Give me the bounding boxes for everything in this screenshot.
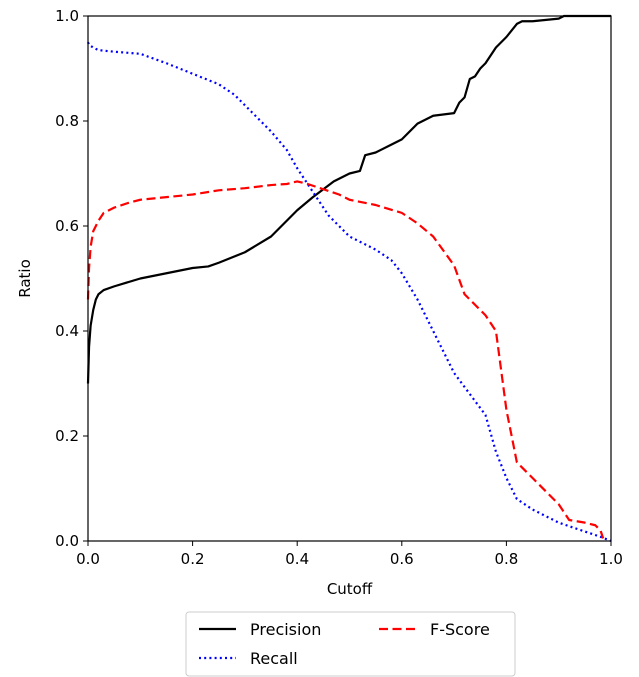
y-tick-label: 1.0	[55, 7, 79, 25]
legend-label-f-score: F-Score	[430, 620, 490, 639]
x-tick-label: 1.0	[599, 550, 623, 568]
legend: Precision Recall F-Score	[185, 611, 516, 677]
y-tick-label: 0.2	[55, 427, 79, 445]
x-axis: 0.0 0.2 0.4 0.6 0.8 1.0	[76, 541, 623, 568]
legend-frame	[185, 611, 516, 677]
y-tick-label: 0.4	[55, 322, 79, 340]
x-tick-label: 0.6	[390, 550, 414, 568]
x-tick-label: 0.0	[76, 550, 100, 568]
x-tick-label: 0.4	[285, 550, 309, 568]
y-tick-label: 0.0	[55, 532, 79, 550]
series-line-precision	[86, 14, 611, 384]
y-tick-label: 0.8	[55, 112, 79, 130]
series-line-recall	[86, 41, 612, 543]
series-layer	[86, 14, 612, 543]
y-tick-label: 0.6	[55, 217, 79, 235]
x-axis-title: Cutoff	[327, 580, 373, 598]
x-tick-label: 0.8	[494, 550, 518, 568]
x-tick-label: 0.2	[181, 550, 205, 568]
plot-frame	[87, 15, 612, 542]
plot-area-background	[88, 16, 611, 541]
legend-label-precision: Precision	[250, 620, 321, 639]
series-line-f-score	[86, 180, 605, 539]
y-axis-title: Ratio	[16, 259, 34, 298]
legend-label-recall: Recall	[250, 649, 298, 668]
y-axis: 0.0 0.2 0.4 0.6 0.8 1.0	[55, 7, 88, 550]
